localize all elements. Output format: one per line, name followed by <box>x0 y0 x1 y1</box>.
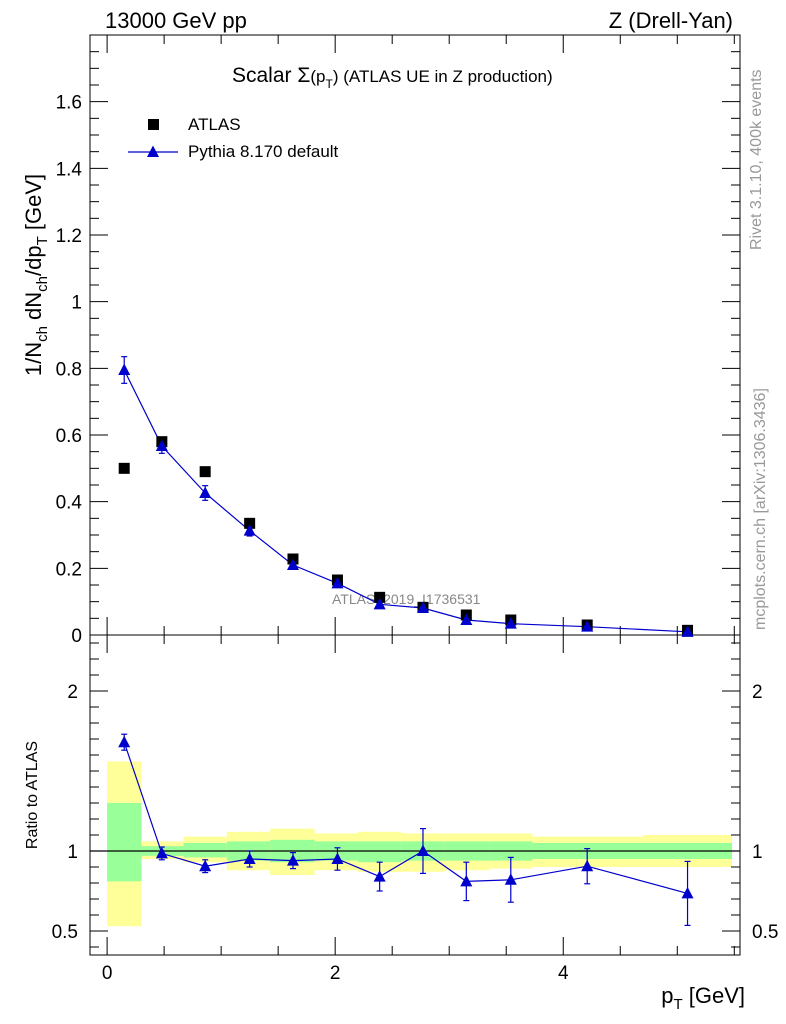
ratio-y-axis-label: Ratio to ATLAS <box>24 741 41 849</box>
main-tick-labels: 0 0.2 0.4 0.6 0.8 1 1.2 1.4 1.6 <box>56 93 83 647</box>
pythia-point-6 <box>373 597 386 610</box>
ratio-pythia-point-11 <box>681 886 694 899</box>
pythia-point-4 <box>286 558 299 570</box>
ratio-band-green-2 <box>183 843 227 858</box>
ratio-pythia-point-3 <box>243 852 256 864</box>
main-ytick-label-1: 0.2 <box>56 559 82 580</box>
pythia-point-1 <box>155 439 168 451</box>
rivet-label: Rivet 3.1.10, 400k events <box>748 69 765 250</box>
legend-label-pythia: Pythia 8.170 default <box>188 142 339 161</box>
ratio-ytick-label-left-2: 2 <box>67 682 78 703</box>
main-ytick-label-0: 0 <box>71 626 82 647</box>
ratio-pythia-point-7 <box>416 844 429 856</box>
legend-label-atlas: ATLAS <box>188 115 241 134</box>
atlas-point-0 <box>118 462 130 474</box>
ratio-pythia-point-10 <box>581 859 594 872</box>
main-ytick-label-8: 1.6 <box>56 93 82 114</box>
ratio-pythia-point-8 <box>460 874 473 887</box>
pythia-line <box>123 369 688 633</box>
main-ytick-label-7: 1.4 <box>56 159 83 180</box>
ratio-pythia-line <box>123 742 688 894</box>
ratio-ytick-label-left-0: 0.5 <box>52 922 78 943</box>
atlas-point-3 <box>244 517 256 529</box>
main-ytick-label-6: 1.2 <box>56 226 82 247</box>
mcplots-label: mcplots.cern.ch [arXiv:1306.3436] <box>752 388 769 630</box>
legend: ATLAS Pythia 8.170 default <box>128 115 339 161</box>
ratio-pythia-point-6 <box>373 870 386 882</box>
ratio-ytick-label-left-1: 1 <box>67 842 78 863</box>
pythia-point-7 <box>416 601 429 613</box>
main-ytick-label-2: 0.4 <box>56 493 83 514</box>
pythia-point-0 <box>118 363 131 375</box>
main-ytick-label-4: 0.8 <box>56 359 82 380</box>
plot-title: Scalar Σ(pT) (ATLAS UE in Z production) <box>232 64 553 91</box>
atlas-point-2 <box>199 466 211 478</box>
ratio-axis-ticks <box>90 635 740 955</box>
ratio-bands <box>107 761 733 927</box>
ratio-ytick-label-right-2: 2 <box>752 682 763 703</box>
header-right: Z (Drell-Yan) <box>609 8 733 33</box>
atlas-point-6 <box>374 591 386 603</box>
ratio-band-green-6 <box>357 841 402 863</box>
ratio-xtick-label-2: 4 <box>558 963 569 984</box>
pythia-point-10 <box>581 620 594 632</box>
main-y-axis-label: 1/Nch dNch/dpT [GeV] <box>21 174 51 376</box>
main-ytick-label-3: 0.6 <box>56 426 82 447</box>
pythia-point-2 <box>199 486 212 498</box>
ratio-band-green-0 <box>107 803 142 882</box>
analysis-watermark: ATLAS_2019_I1736531 <box>332 591 481 607</box>
ratio-pythia-point-5 <box>331 852 344 864</box>
pythia-point-11 <box>681 625 694 637</box>
ratio-data <box>118 733 694 927</box>
main-data <box>118 356 694 637</box>
pythia-point-8 <box>460 613 473 625</box>
ratio-pythia-point-0 <box>118 735 131 748</box>
x-axis-label: pT [GeV] <box>661 983 745 1013</box>
ratio-ytick-label-right-1: 1 <box>752 842 763 863</box>
ratio-pythia-point-2 <box>199 859 212 872</box>
pythia-point-5 <box>331 576 344 589</box>
ratio-plot-frame <box>89 634 741 956</box>
ratio-ytick-label-right-0: 0.5 <box>752 922 778 943</box>
ratio-pythia-point-1 <box>155 846 168 859</box>
main-ytick-label-5: 1 <box>71 293 82 314</box>
ratio-tick-labels: 0.5 0.5 1 1 2 2 0 2 4 <box>52 682 779 984</box>
ratio-xtick-label-0: 0 <box>102 963 113 984</box>
main-axis-ticks <box>90 34 740 636</box>
header-left: 13000 GeV pp <box>105 8 247 33</box>
ratio-xtick-label-1: 2 <box>330 963 341 984</box>
legend-marker-atlas <box>148 119 159 130</box>
legend-marker-pythia <box>147 145 159 157</box>
pythia-point-9 <box>504 617 517 629</box>
ratio-pythia-point-9 <box>504 873 517 885</box>
ratio-pythia-point-4 <box>286 854 299 866</box>
pythia-point-3 <box>243 524 256 536</box>
